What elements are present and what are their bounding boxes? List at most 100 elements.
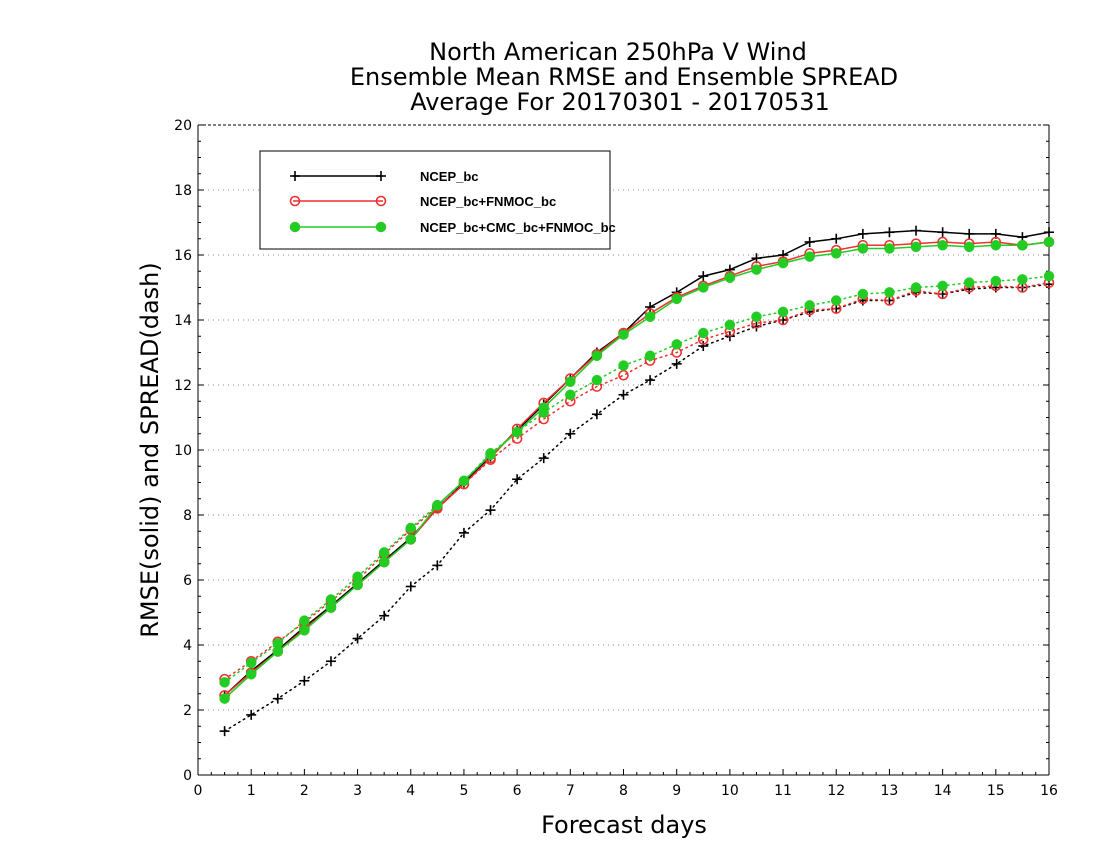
title-line-2: Ensemble Mean RMSE and Ensemble SPREAD — [350, 63, 898, 91]
rmse-point-ncep-bc-cmc-bc-fnmoc-bc — [219, 693, 230, 704]
rmse-point-ncep-bc-cmc-bc-fnmoc-bc — [245, 669, 257, 680]
spread-point-ncep-bc-cmc-bc-fnmoc-bc — [565, 389, 576, 400]
spread-point-ncep-bc — [219, 726, 230, 737]
series-ncep-bc — [219, 225, 1054, 737]
spread-line-ncep-bc-fnmoc-bc — [223, 281, 1050, 680]
legend-marker-right — [375, 221, 387, 233]
spread-point-ncep-bc-cmc-bc-fnmoc-bc — [405, 522, 416, 534]
y-axis-label: RMSE(solid) and SPREAD(dash) — [136, 262, 164, 638]
spread-point-ncep-bc — [485, 505, 496, 516]
rmse-line-ncep-bc-fnmoc-bc — [224, 241, 1050, 696]
spread-point-ncep-bc — [246, 709, 257, 720]
rmse-point-ncep-bc-cmc-bc-fnmoc-bc — [831, 248, 842, 259]
title-line-1: North American 250hPa V Wind — [429, 38, 807, 66]
spread-point-ncep-bc-cmc-bc-fnmoc-bc — [751, 311, 762, 322]
rmse-point-ncep-bc-cmc-bc-fnmoc-bc — [777, 257, 789, 269]
x-tick-label-7: 7 — [566, 783, 575, 799]
legend-label-ncep-bc: NCEP_bc — [420, 169, 479, 184]
y-tick-label-14: 14 — [174, 313, 192, 329]
spread-point-ncep-bc-cmc-bc-fnmoc-bc — [272, 638, 284, 649]
spread-point-ncep-bc-cmc-bc-fnmoc-bc — [804, 300, 815, 311]
x-tick-label-0: 0 — [194, 783, 203, 799]
x-tick-label-10: 10 — [721, 783, 739, 799]
rmse-point-ncep-bc-cmc-bc-fnmoc-bc — [591, 350, 603, 361]
spread-point-ncep-bc — [458, 527, 469, 538]
rmse-point-ncep-bc-cmc-bc-fnmoc-bc — [884, 243, 895, 254]
legend-marker-right — [376, 171, 386, 181]
spread-line-ncep-bc — [223, 283, 1050, 732]
spread-point-ncep-bc-cmc-bc-fnmoc-bc — [884, 287, 895, 298]
spread-point-ncep-bc-cmc-bc-fnmoc-bc — [937, 280, 948, 292]
spread-point-ncep-bc-cmc-bc-fnmoc-bc — [671, 339, 682, 350]
y-tick-label-20: 20 — [174, 118, 192, 134]
rmse-point-ncep-bc — [857, 228, 868, 239]
x-tick-label-2: 2 — [300, 783, 309, 799]
y-tick-label-4: 4 — [183, 638, 192, 654]
rmse-point-ncep-bc-cmc-bc-fnmoc-bc — [751, 264, 762, 275]
spread-point-ncep-bc-cmc-bc-fnmoc-bc — [1017, 274, 1028, 285]
y-tick-label-6: 6 — [183, 573, 192, 589]
spread-point-ncep-bc — [618, 389, 629, 400]
x-tick-label-15: 15 — [987, 783, 1005, 799]
spread-point-ncep-bc-cmc-bc-fnmoc-bc — [378, 547, 390, 558]
spread-point-ncep-bc — [671, 358, 682, 369]
rmse-point-ncep-bc-cmc-bc-fnmoc-bc — [405, 534, 416, 545]
rmse-point-ncep-bc — [804, 237, 815, 247]
rmse-point-ncep-bc-cmc-bc-fnmoc-bc — [565, 376, 576, 387]
spread-point-ncep-bc — [512, 474, 523, 485]
spread-point-ncep-bc — [379, 610, 390, 621]
spread-point-ncep-bc — [405, 581, 416, 592]
y-tick-label-2: 2 — [183, 703, 192, 719]
spread-point-ncep-bc-cmc-bc-fnmoc-bc — [245, 657, 257, 669]
spread-point-ncep-bc — [591, 409, 602, 420]
spread-point-ncep-bc-cmc-bc-fnmoc-bc — [963, 277, 975, 288]
x-tick-label-4: 4 — [406, 783, 415, 799]
series-ncep-bc-cmc-bc-fnmoc-bc — [219, 236, 1055, 704]
spread-point-ncep-bc — [352, 633, 363, 644]
rmse-point-ncep-bc — [698, 271, 709, 282]
y-tick-label-10: 10 — [174, 443, 192, 459]
spread-point-ncep-bc-cmc-bc-fnmoc-bc — [432, 500, 443, 511]
spread-point-ncep-bc-cmc-bc-fnmoc-bc — [724, 319, 736, 331]
rmse-point-ncep-bc-cmc-bc-fnmoc-bc — [299, 625, 310, 636]
spread-point-ncep-bc-cmc-bc-fnmoc-bc — [990, 275, 1002, 287]
x-tick-label-12: 12 — [827, 783, 845, 799]
spread-point-ncep-bc-cmc-bc-fnmoc-bc — [644, 350, 656, 361]
rmse-point-ncep-bc-cmc-bc-fnmoc-bc — [1017, 240, 1028, 251]
spread-point-ncep-bc-cmc-bc-fnmoc-bc — [698, 327, 709, 339]
rmse-point-ncep-bc — [645, 302, 656, 312]
legend-label-ncep-bc-fnmoc-bc: NCEP_bc+FNMOC_bc — [420, 194, 556, 209]
rmse-point-ncep-bc — [831, 233, 842, 244]
spread-point-ncep-bc-cmc-bc-fnmoc-bc — [352, 571, 363, 582]
legend-marker-right — [375, 195, 387, 207]
x-tick-label-13: 13 — [881, 783, 899, 799]
x-tick-label-14: 14 — [934, 783, 952, 799]
rmse-point-ncep-bc-cmc-bc-fnmoc-bc — [857, 243, 869, 254]
rmse-point-ncep-bc-cmc-bc-fnmoc-bc — [698, 282, 709, 293]
spread-point-ncep-bc-cmc-bc-fnmoc-bc — [777, 306, 789, 318]
spread-point-ncep-bc — [698, 341, 709, 351]
rmse-point-ncep-bc — [1044, 227, 1054, 238]
rmse-point-ncep-bc-cmc-bc-fnmoc-bc — [378, 556, 390, 568]
rmse-point-ncep-bc — [911, 225, 922, 236]
y-tick-label-18: 18 — [174, 183, 192, 199]
spread-point-ncep-bc-fnmoc-bc — [618, 369, 629, 381]
spread-point-ncep-bc — [565, 428, 576, 439]
spread-point-ncep-bc — [432, 560, 443, 571]
legend-marker-left — [290, 171, 300, 181]
legend: NCEP_bc NCEP_bc+FNMOC_bc NCEP_bc+CMC_bc+FN… — [259, 150, 616, 250]
x-tick-label-6: 6 — [513, 783, 522, 799]
spread-line-ncep-bc-cmc-bc-fnmoc-bc — [223, 275, 1050, 684]
spread-point-ncep-bc — [538, 453, 549, 464]
spread-point-ncep-bc-cmc-bc-fnmoc-bc — [591, 374, 603, 386]
legend-box — [259, 150, 611, 250]
spread-point-ncep-bc-cmc-bc-fnmoc-bc — [857, 288, 869, 300]
spread-point-ncep-bc-cmc-bc-fnmoc-bc — [219, 677, 230, 688]
legend-item-ncep-bc: NCEP_bc — [290, 169, 479, 184]
legend-item-ncep-bc-cmc-bc-fnmoc-bc: NCEP_bc+CMC_bc+FNMOC_bc — [289, 220, 616, 235]
x-tick-label-16: 16 — [1040, 783, 1058, 799]
rmse-point-ncep-bc — [884, 227, 895, 238]
spread-point-ncep-bc-cmc-bc-fnmoc-bc — [538, 407, 549, 418]
